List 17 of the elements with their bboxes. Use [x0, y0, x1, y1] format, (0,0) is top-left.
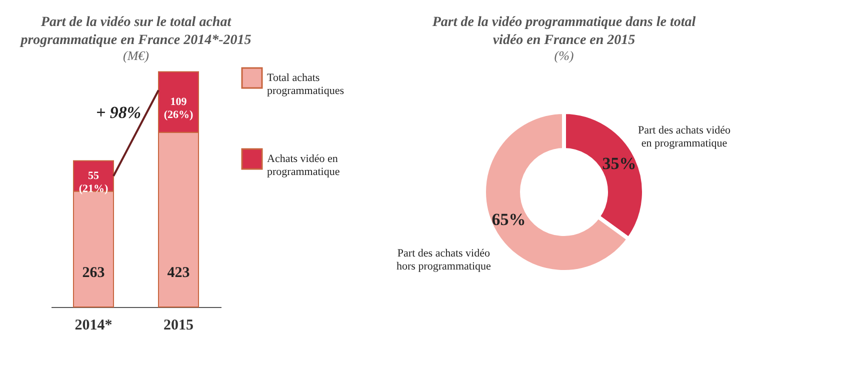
- legend-label: Achats vidéo en programmatique: [267, 153, 340, 178]
- slice-label: Part des achats vidéo en programmatique: [638, 124, 732, 150]
- data-label: 65%: [492, 210, 526, 230]
- x-tick-label: 2014*: [74, 318, 112, 334]
- x-tick-label: 2015: [164, 318, 194, 334]
- data-label: 35%: [602, 154, 636, 173]
- chart-title: Part de la vidéo sur le total achat programmatique en France 2014*-2015: [20, 15, 252, 48]
- chart-title: Part de la vidéo programmatique dans le total vidéo en France en 2015: [432, 15, 696, 48]
- total-label: 263: [82, 265, 105, 281]
- chart-subtitle: (M€): [123, 48, 149, 63]
- annotation: + 98%: [96, 102, 142, 122]
- legend-label: Total achats programmatiques: [267, 72, 344, 97]
- total-label: 423: [167, 265, 190, 281]
- slice-label: Part des achats vidéo hors programmatique: [396, 247, 492, 272]
- chart-subtitle: (%): [554, 48, 574, 63]
- data-label: 109 (26%): [164, 96, 194, 122]
- data-label: 55 (21%): [78, 170, 108, 196]
